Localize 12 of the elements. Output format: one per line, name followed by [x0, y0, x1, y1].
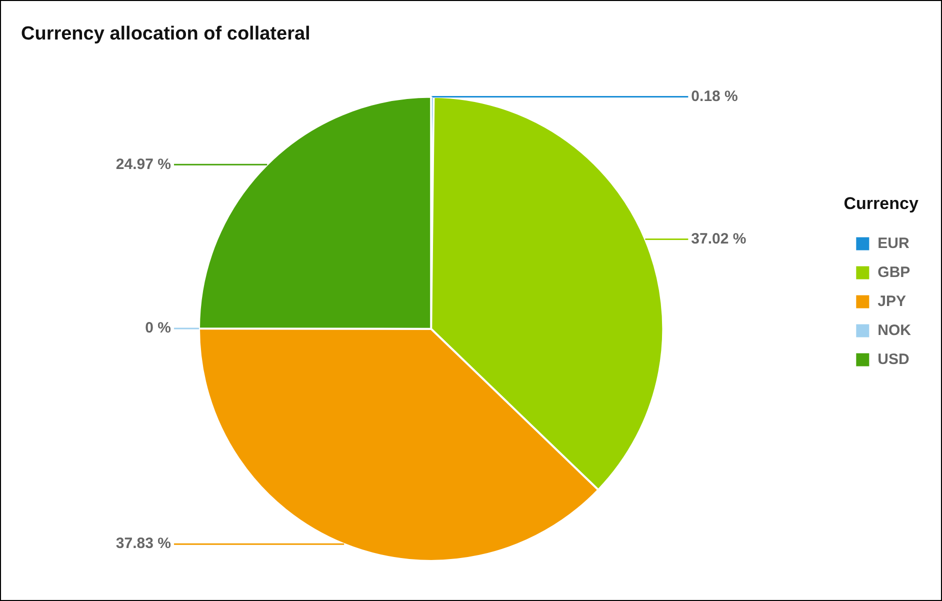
text: 0 % — [145, 320, 171, 337]
legend-title: Currency — [844, 194, 919, 213]
legend-label: USD — [878, 350, 910, 368]
legend-label: EUR — [878, 234, 910, 252]
legend-label: GBP — [878, 264, 910, 281]
data-label: 37.02 % — [691, 230, 746, 248]
legend-label: JPY — [878, 292, 906, 310]
chart-title: Currency allocation of collateral — [21, 24, 310, 45]
data-label: 24.97 % — [116, 156, 171, 173]
legend-label: NOK — [878, 322, 912, 339]
data-label: 37.83 % — [116, 535, 171, 552]
data-label: 0.18 % — [691, 88, 738, 105]
